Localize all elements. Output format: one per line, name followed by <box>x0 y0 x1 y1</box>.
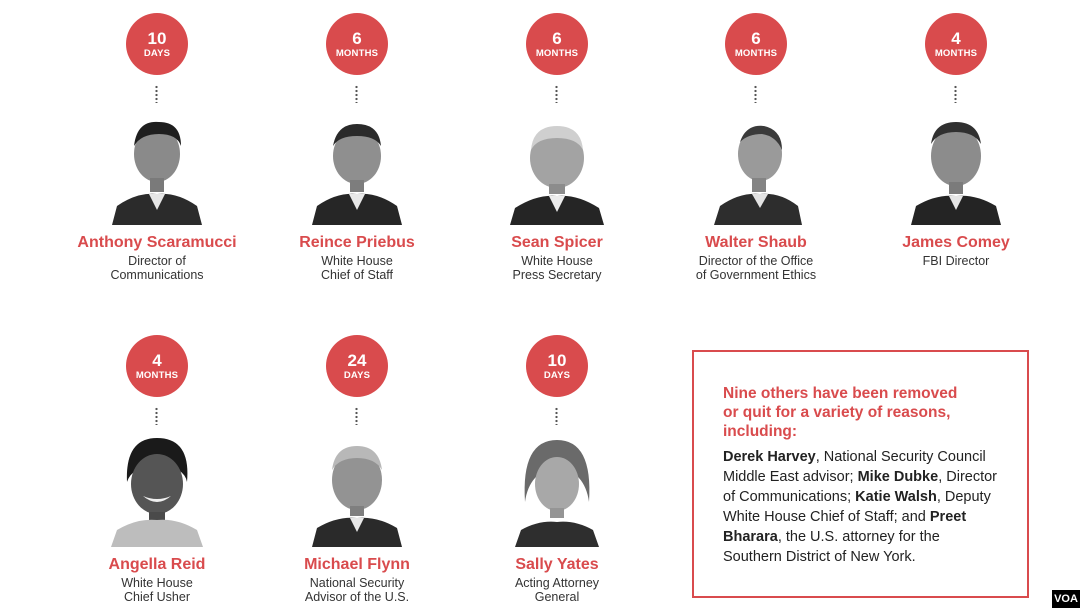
portrait-photo <box>906 110 1006 225</box>
tenure-badge: 10 DAYS <box>526 335 588 397</box>
person-card: 6 MONTHS Walter Shaub Director of the Of… <box>656 13 856 288</box>
others-heading-line: Nine others have been removed <box>723 385 958 402</box>
person-title-line: General <box>534 589 580 604</box>
person-title-line: White House <box>121 576 193 590</box>
portrait-photo <box>706 110 806 225</box>
tenure-badge: 6 MONTHS <box>526 13 588 75</box>
tenure-unit: DAYS <box>543 369 571 381</box>
other-person-name: Katie Walsh <box>855 489 937 505</box>
tenure-number: 10 <box>147 28 167 48</box>
dotted-connector <box>155 407 158 425</box>
person-title-line: Chief Usher <box>124 589 190 604</box>
person-card: 10 DAYS Anthony Scaramucci Director of C… <box>57 13 257 288</box>
person-title: White House Chief of Staff <box>257 254 457 282</box>
other-person-desc: , National Security Council Middle East … <box>723 449 986 485</box>
person-name: Sean Spicer <box>511 234 603 251</box>
others-body: Derek Harvey, National Security Council … <box>723 447 1001 567</box>
person-card: 6 MONTHS Reince Priebus White House Chie… <box>257 13 457 288</box>
person-title-line: Acting Attorney <box>514 576 600 590</box>
person-title: FBI Director <box>856 254 1056 269</box>
tenure-badge: 6 MONTHS <box>326 13 388 75</box>
other-person-desc: , the U.S. attorney for the Southern Dis… <box>723 529 940 565</box>
tenure-number: 6 <box>552 28 562 48</box>
others-heading: Nine others have been removed or quit fo… <box>723 384 1001 441</box>
person-title-line: White House <box>321 254 393 268</box>
tenure-badge: 10 DAYS <box>126 13 188 75</box>
person-title-line: Advisor of the U.S. <box>304 589 410 604</box>
person-name: Sally Yates <box>515 556 599 573</box>
person-title: Director of Communications <box>57 254 257 282</box>
dotted-connector <box>954 85 957 103</box>
dotted-connector <box>555 407 558 425</box>
person-card: 6 MONTHS Sean Spicer White House Press S… <box>457 13 657 288</box>
tenure-number: 6 <box>352 28 362 48</box>
person-title: National Security Advisor of the U.S. <box>257 576 457 604</box>
dotted-connector <box>555 85 558 103</box>
person-title-line: Director of <box>128 254 186 268</box>
portrait-photo <box>107 110 207 225</box>
tenure-badge: 6 MONTHS <box>725 13 787 75</box>
tenure-number: 24 <box>347 350 367 370</box>
person-title-line: National Security <box>309 576 405 590</box>
person-title: White House Press Secretary <box>457 254 657 282</box>
tenure-unit: DAYS <box>143 47 171 59</box>
other-person-name: Preet Bharara <box>723 509 967 545</box>
other-person-desc: , Deputy White House Chief of Staff; and <box>723 489 991 525</box>
tenure-unit: MONTHS <box>535 47 579 59</box>
portrait-photo <box>307 432 407 547</box>
tenure-unit: MONTHS <box>934 47 978 59</box>
tenure-number: 4 <box>152 350 162 370</box>
person-card: 24 DAYS Michael Flynn National Security … <box>257 335 457 608</box>
person-name: Walter Shaub <box>705 234 807 251</box>
person-card: 4 MONTHS James Comey FBI Director <box>856 13 1056 288</box>
person-card: 4 MONTHS Angella Reid White House Chief … <box>57 335 257 608</box>
tenure-number: 4 <box>951 28 961 48</box>
dotted-connector <box>355 85 358 103</box>
person-title: Acting Attorney General <box>457 576 657 604</box>
other-person-desc: , Director of Communications; <box>723 469 998 505</box>
tenure-unit: DAYS <box>343 369 371 381</box>
dotted-connector <box>754 85 757 103</box>
person-title-line: Communications <box>110 267 204 282</box>
portrait-photo <box>307 110 407 225</box>
person-title: Director of the Office of Government Eth… <box>656 254 856 282</box>
person-title-line: White House <box>521 254 593 268</box>
person-title-line: FBI Director <box>922 254 990 268</box>
voa-watermark: VOA <box>1052 590 1080 608</box>
person-title-line: Press Secretary <box>512 267 602 282</box>
tenure-badge: 4 MONTHS <box>126 335 188 397</box>
person-title-line: Director of the Office <box>698 254 814 268</box>
person-name: Anthony Scaramucci <box>77 234 237 251</box>
tenure-unit: MONTHS <box>734 47 778 59</box>
other-person-name: Derek Harvey <box>723 449 816 465</box>
dotted-connector <box>155 85 158 103</box>
person-name: Michael Flynn <box>304 556 410 573</box>
portrait-photo <box>507 432 607 547</box>
dotted-connector <box>355 407 358 425</box>
tenure-unit: MONTHS <box>135 369 179 381</box>
others-heading-line: including: <box>723 423 798 440</box>
others-info-box: Nine others have been removed or quit fo… <box>692 350 1029 598</box>
person-title: White House Chief Usher <box>57 576 257 604</box>
person-title-line: of Government Ethics <box>695 267 817 282</box>
portrait-photo <box>507 110 607 225</box>
tenure-number: 10 <box>547 350 567 370</box>
tenure-badge: 24 DAYS <box>326 335 388 397</box>
person-name: Angella Reid <box>108 556 206 573</box>
tenure-unit: MONTHS <box>335 47 379 59</box>
person-card: 10 DAYS Sally Yates Acting Attorney Gene… <box>457 335 657 608</box>
person-title-line: Chief of Staff <box>320 267 394 282</box>
tenure-number: 6 <box>751 28 761 48</box>
person-name: Reince Priebus <box>299 234 415 251</box>
portrait-photo <box>107 432 207 547</box>
person-name: James Comey <box>902 234 1010 251</box>
others-heading-line: or quit for a variety of reasons, <box>723 404 951 421</box>
other-person-name: Mike Dubke <box>857 469 939 485</box>
tenure-badge: 4 MONTHS <box>925 13 987 75</box>
